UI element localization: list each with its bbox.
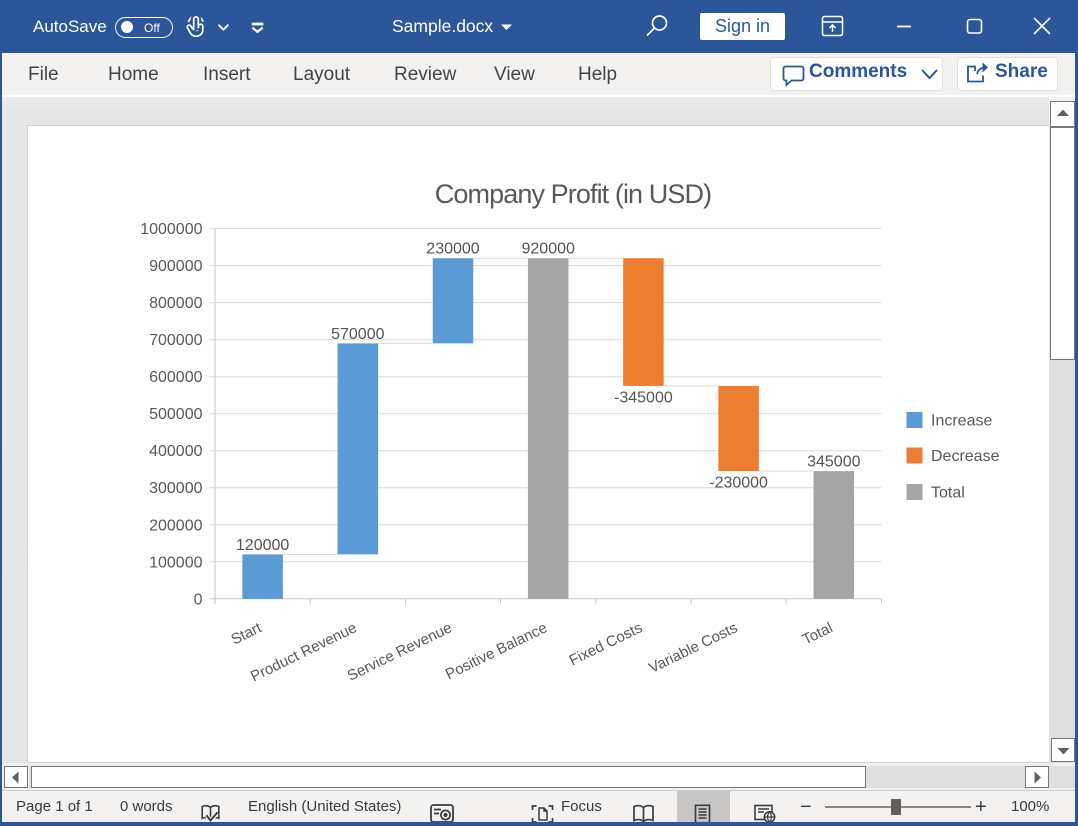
svg-text:Positive Balance: Positive Balance <box>443 619 550 683</box>
svg-text:Company Profit (in USD): Company Profit (in USD) <box>435 179 711 209</box>
svg-text:600000: 600000 <box>149 369 202 386</box>
svg-text:Start: Start <box>228 619 265 649</box>
svg-text:100000: 100000 <box>149 554 202 571</box>
svg-text:300000: 300000 <box>149 480 202 497</box>
svg-text:Increase: Increase <box>931 413 992 430</box>
svg-text:Product Revenue: Product Revenue <box>248 619 360 685</box>
svg-text:Variable Costs: Variable Costs <box>646 619 740 677</box>
svg-text:0: 0 <box>194 591 203 608</box>
svg-text:200000: 200000 <box>149 517 202 534</box>
svg-text:700000: 700000 <box>149 332 202 349</box>
svg-text:1000000: 1000000 <box>140 221 202 238</box>
svg-text:Total: Total <box>800 619 836 648</box>
svg-text:800000: 800000 <box>149 295 202 312</box>
svg-text:570000: 570000 <box>331 326 384 343</box>
svg-text:500000: 500000 <box>149 406 202 423</box>
svg-text:-230000: -230000 <box>709 475 768 492</box>
svg-text:400000: 400000 <box>149 443 202 460</box>
svg-text:-345000: -345000 <box>614 389 673 406</box>
svg-text:Fixed Costs: Fixed Costs <box>567 619 646 669</box>
svg-text:Service Revenue: Service Revenue <box>345 619 455 684</box>
svg-text:230000: 230000 <box>426 241 479 258</box>
svg-text:Total: Total <box>931 485 965 502</box>
svg-text:120000: 120000 <box>236 537 289 554</box>
svg-text:900000: 900000 <box>149 258 202 275</box>
svg-text:Decrease: Decrease <box>931 448 1000 465</box>
svg-text:920000: 920000 <box>522 241 575 258</box>
svg-text:345000: 345000 <box>807 454 860 471</box>
